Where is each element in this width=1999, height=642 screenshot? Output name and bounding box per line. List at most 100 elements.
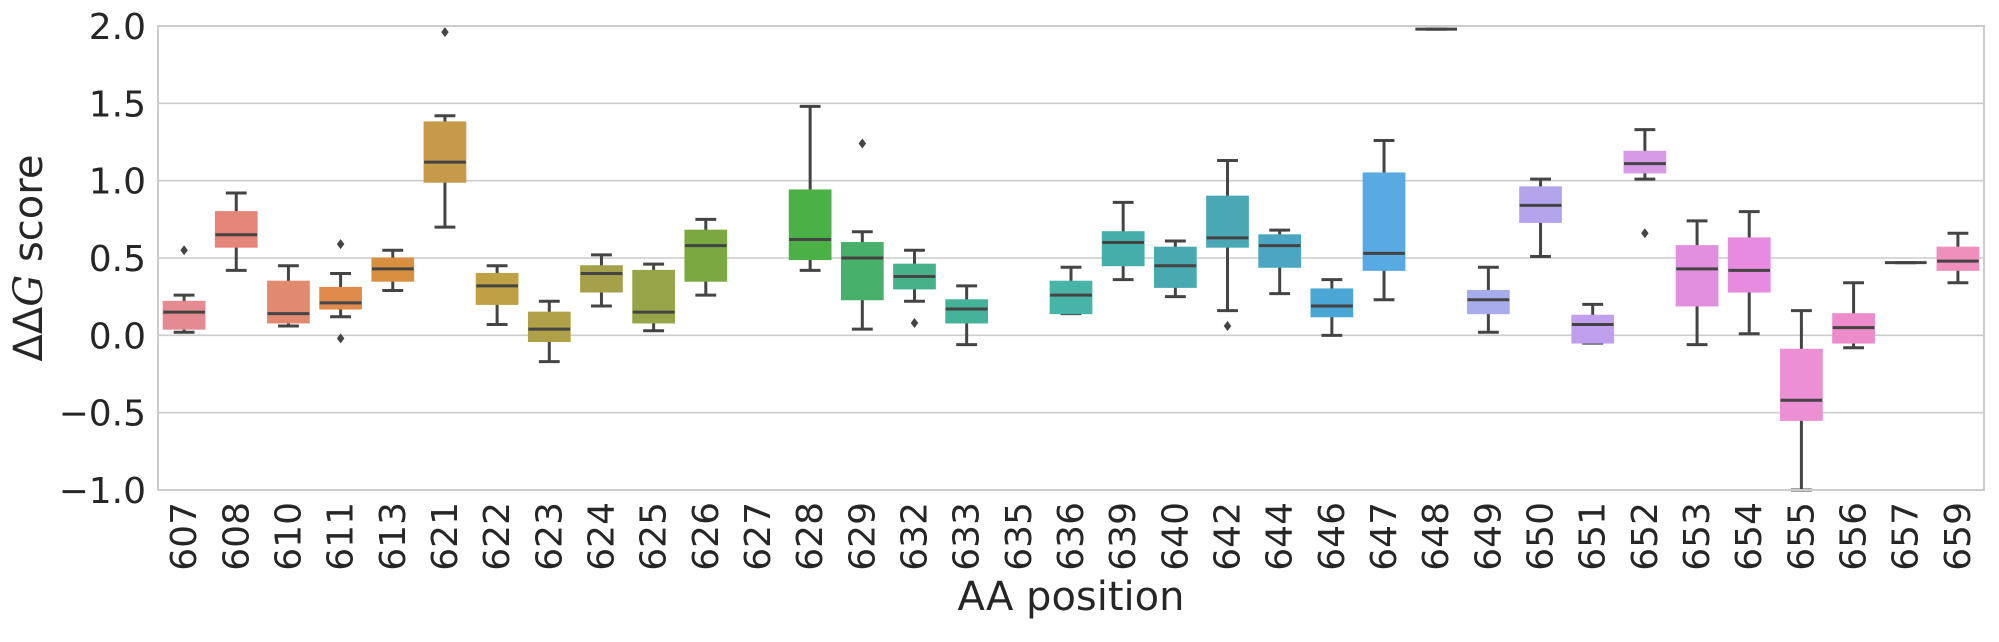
box-608 (214, 191, 258, 272)
outlier-point (1641, 228, 1649, 239)
x-tick-label: 611 (321, 502, 362, 571)
iqr-box (632, 269, 675, 324)
x-tick-label: 628 (790, 502, 831, 571)
box-626 (684, 217, 728, 297)
iqr-box (1049, 280, 1093, 315)
outlier-point (910, 317, 919, 328)
iqr-box (1623, 150, 1667, 174)
x-tick-label: 639 (1103, 502, 1144, 571)
x-tick-label: 659 (1938, 502, 1979, 571)
x-tick-label: 646 (1312, 502, 1353, 571)
x-tick-label: 627 (738, 502, 779, 571)
x-tick-label: 656 (1834, 502, 1875, 571)
x-tick-label: 629 (842, 502, 883, 571)
x-tick-label: 636 (1051, 502, 1092, 571)
y-label-italic-part: G (6, 275, 52, 307)
iqr-box (1675, 245, 1719, 307)
iqr-box (840, 242, 884, 301)
x-tick-label: 608 (216, 502, 257, 571)
iqr-box (1258, 234, 1302, 268)
x-tick-label: 650 (1521, 502, 1562, 571)
y-tick-label: −0.5 (59, 394, 146, 435)
iqr-box (475, 272, 519, 305)
x-tick-label: 651 (1573, 502, 1614, 571)
x-tick-label: 613 (373, 502, 414, 571)
x-tick-labels: 607 608 610 611 613 621 622 623 624 625 626 627 628 6… (164, 502, 1979, 571)
x-tick-label: 657 (1886, 502, 1927, 571)
box-611 (319, 239, 362, 344)
box-layer (162, 27, 1980, 492)
box-651 (1571, 302, 1615, 345)
iqr-box (1467, 289, 1510, 315)
y-tick-label: 1.0 (89, 162, 146, 203)
box-607 (162, 245, 206, 334)
x-tick-label: 653 (1677, 502, 1718, 571)
box-636 (1049, 265, 1093, 316)
y-tick-label: 1.5 (89, 84, 146, 125)
box-652 (1623, 128, 1667, 239)
box-610 (267, 264, 310, 328)
outlier-point (336, 333, 345, 344)
box-624 (580, 253, 623, 308)
iqr-box (1936, 246, 1980, 271)
outlier-point (336, 239, 345, 250)
x-tick-label: 640 (1155, 502, 1196, 571)
box-659 (1936, 231, 1980, 285)
y-axis-label: ΔΔG score (6, 155, 52, 362)
x-tick-label: 642 (1208, 502, 1249, 571)
outlier-point (180, 245, 188, 256)
box-613 (371, 248, 415, 292)
iqr-box (1310, 288, 1354, 318)
plot-frame (157, 25, 1985, 491)
x-tick-label: 647 (1364, 502, 1405, 571)
x-tick-label: 623 (529, 502, 570, 571)
iqr-box (423, 121, 467, 183)
x-axis-label: AA position (958, 574, 1185, 620)
x-tick-label: 625 (634, 502, 675, 571)
x-tick-label: 652 (1625, 502, 1666, 571)
box-646 (1310, 278, 1354, 337)
iqr-box (1101, 231, 1145, 267)
iqr-box (214, 211, 258, 248)
x-tick-label: 635 (999, 502, 1040, 571)
x-tick-label: 633 (947, 502, 988, 571)
x-tick-label: 610 (268, 502, 309, 571)
iqr-box (1780, 348, 1823, 421)
box-633 (945, 284, 989, 347)
iqr-box (1727, 237, 1771, 293)
box-621 (423, 27, 467, 229)
y-tick-labels: 2.0 1.5 1.0 0.5 0.0 −0.5 −1.0 (59, 7, 146, 512)
iqr-box (267, 280, 310, 324)
iqr-box (162, 300, 206, 330)
box-653 (1675, 219, 1719, 347)
x-tick-label: 624 (581, 502, 622, 571)
iqr-box (684, 229, 728, 282)
box-632 (893, 248, 936, 328)
box-639 (1101, 200, 1145, 282)
y-tick-label: 0.0 (89, 316, 146, 357)
iqr-box (580, 265, 623, 293)
box-656 (1832, 281, 1875, 350)
iqr-box (1153, 246, 1197, 288)
box-625 (632, 262, 675, 333)
x-tick-label: 648 (1416, 502, 1457, 571)
box-654 (1727, 210, 1771, 336)
x-tick-label: 622 (477, 502, 518, 571)
outlier-point (1223, 321, 1232, 332)
box-644 (1258, 228, 1302, 296)
box-628 (788, 104, 832, 272)
x-tick-label: 654 (1729, 502, 1770, 571)
box-655 (1780, 309, 1823, 492)
box-623 (527, 299, 571, 364)
y-tick-label: 2.0 (89, 7, 146, 48)
outlier-point (441, 27, 449, 38)
box-640 (1153, 239, 1197, 299)
iqr-box (945, 299, 989, 324)
iqr-box (1571, 314, 1615, 344)
box-650 (1519, 177, 1562, 258)
iqr-box (1206, 195, 1249, 248)
box-622 (475, 264, 519, 327)
y-label-part: ΔΔ (6, 306, 52, 361)
x-tick-label: 649 (1468, 502, 1509, 571)
